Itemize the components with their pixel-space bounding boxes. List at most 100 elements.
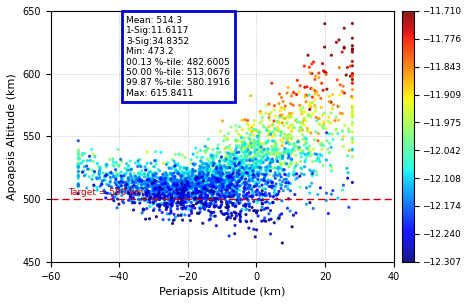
Point [180, 171, 188, 176]
Point [207, 196, 214, 201]
Point [173, 187, 181, 192]
Point [216, 172, 223, 177]
Point [211, 161, 219, 166]
Point [268, 148, 276, 153]
Point [163, 181, 171, 186]
Point [113, 180, 120, 185]
Point [317, 143, 325, 148]
Point [270, 150, 278, 155]
Point [229, 195, 237, 199]
Point [200, 205, 207, 210]
Point [96, 184, 104, 188]
Point [137, 164, 145, 169]
Point [174, 177, 182, 182]
Point [290, 145, 298, 150]
Point [260, 192, 267, 197]
Point [184, 165, 191, 170]
Point [212, 204, 220, 209]
Point [210, 186, 218, 191]
Point [225, 131, 232, 136]
Point [79, 170, 86, 174]
Point [255, 144, 263, 149]
Point [182, 172, 190, 177]
Point [214, 146, 221, 151]
Point [317, 185, 324, 190]
Point [209, 181, 217, 186]
Point [225, 194, 233, 199]
Point [172, 191, 179, 195]
Point [198, 201, 206, 206]
Point [210, 169, 217, 174]
Point [258, 115, 266, 120]
Point [316, 122, 323, 127]
Point [218, 179, 226, 184]
Point [174, 171, 182, 175]
Point [142, 185, 149, 190]
Point [299, 132, 306, 137]
Point [210, 169, 218, 174]
Point [292, 210, 300, 215]
Point [191, 169, 199, 174]
Point [236, 124, 243, 129]
Point [209, 174, 217, 179]
Point [139, 195, 146, 200]
Point [262, 193, 269, 198]
Point [156, 203, 164, 208]
Point [271, 126, 279, 131]
Point [98, 179, 106, 184]
Point [264, 162, 272, 167]
Point [222, 190, 230, 195]
Point [171, 176, 178, 181]
Point [251, 164, 258, 169]
Point [316, 158, 323, 163]
Point [184, 172, 192, 177]
Point [260, 186, 267, 191]
Point [278, 143, 286, 148]
Point [181, 181, 188, 186]
Point [235, 212, 243, 216]
Point [184, 191, 192, 195]
Point [322, 70, 330, 75]
Point [203, 168, 210, 173]
Point [240, 139, 247, 144]
Point [214, 189, 222, 194]
Point [86, 154, 93, 159]
Point [219, 195, 226, 200]
Point [125, 191, 133, 196]
Point [298, 120, 306, 125]
Point [175, 179, 182, 184]
Point [217, 185, 224, 190]
Point [306, 149, 314, 154]
Point [129, 179, 137, 184]
Point [138, 179, 146, 184]
Point [209, 186, 216, 191]
Point [326, 141, 333, 146]
Point [237, 177, 244, 182]
Point [233, 214, 240, 219]
Point [231, 167, 238, 172]
Point [109, 156, 117, 161]
Point [210, 195, 217, 200]
Point [296, 126, 304, 131]
Point [188, 208, 195, 213]
Point [333, 127, 340, 132]
Point [197, 174, 204, 179]
Point [304, 146, 312, 151]
Point [285, 148, 292, 153]
Point [152, 171, 159, 176]
Point [243, 155, 250, 160]
Point [96, 168, 103, 173]
Point [176, 186, 184, 191]
Point [214, 151, 222, 156]
Point [252, 189, 260, 194]
Point [336, 65, 343, 70]
Point [250, 137, 258, 142]
Point [191, 162, 199, 167]
Point [242, 187, 250, 192]
Point [205, 218, 213, 223]
Point [218, 178, 226, 182]
Point [299, 127, 306, 132]
Point [214, 179, 222, 184]
Point [276, 92, 283, 97]
Point [343, 166, 351, 171]
